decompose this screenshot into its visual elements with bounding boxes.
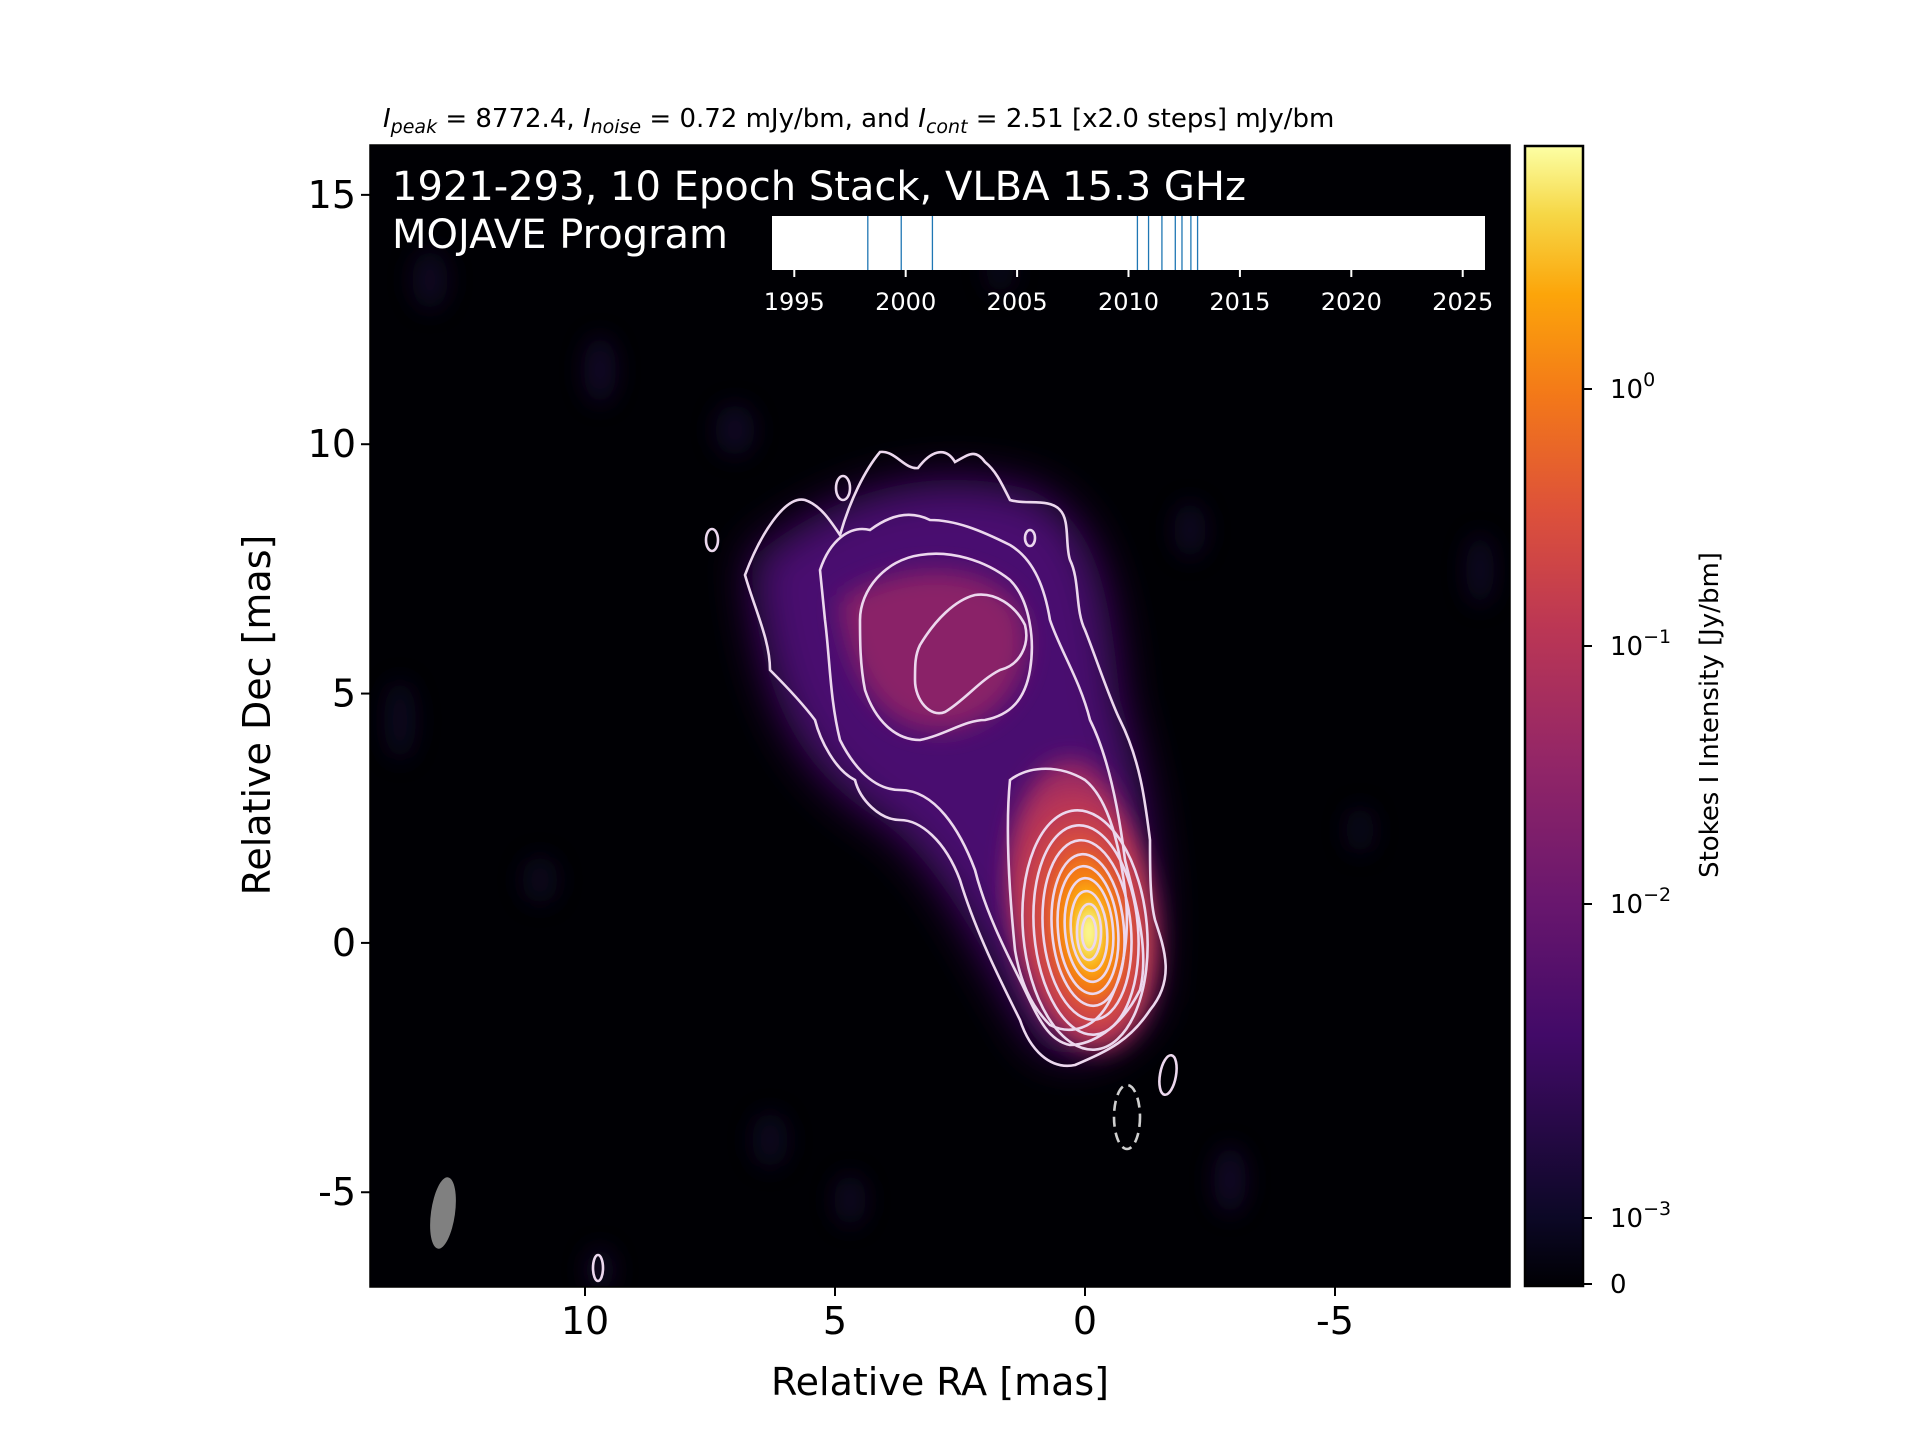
colorbar-tick-label: 10−3 bbox=[1610, 1198, 1671, 1234]
contour-2 bbox=[818, 513, 1145, 1047]
x-axis-ticks: 10 5 0 -5 bbox=[561, 1287, 1354, 1343]
plot-title: 1921-293, 10 Epoch Stack, VLBA 15.3 GHz bbox=[392, 164, 1246, 210]
colorbar-tick-label: 100 bbox=[1610, 369, 1655, 405]
negative-contour bbox=[1112, 1083, 1142, 1151]
y-tick-label: 10 bbox=[308, 422, 356, 466]
colorbar-tick-label: 10−1 bbox=[1610, 626, 1671, 662]
contour-island-3 bbox=[1023, 528, 1037, 548]
contour-7 bbox=[1032, 824, 1140, 1036]
contour-13 bbox=[1075, 902, 1103, 962]
noise-blobs bbox=[384, 246, 1494, 1287]
epoch-tick-label: 1995 bbox=[764, 288, 825, 316]
epoch-tick-label: 2005 bbox=[987, 288, 1048, 316]
contour-island-1 bbox=[704, 527, 720, 553]
x-tick-label: 10 bbox=[561, 1299, 609, 1343]
contour-11 bbox=[1063, 876, 1115, 984]
epoch-timeline: 1995 2000 2005 2010 2015 2020 2025 bbox=[764, 216, 1493, 316]
x-tick-label: 5 bbox=[823, 1299, 847, 1343]
contour-4 bbox=[913, 593, 1028, 715]
colorbar-gradient bbox=[1525, 146, 1583, 1286]
beam-ellipse bbox=[430, 1177, 456, 1249]
y-axis-ticks: 15 10 5 0 -5 bbox=[308, 173, 370, 1214]
y-tick-label: 0 bbox=[332, 921, 356, 965]
epoch-tick-label: 2015 bbox=[1209, 288, 1270, 316]
contour-6 bbox=[1021, 809, 1149, 1051]
contour-10 bbox=[1056, 864, 1120, 996]
chart-subtitle: Ipeak = 8772.4, Inoise = 0.72 mJy/bm, an… bbox=[383, 104, 1334, 138]
plot-frame bbox=[369, 144, 1511, 1288]
contour-island-2 bbox=[834, 474, 852, 502]
colorbar-ticks: 100 10−1 10−2 10−3 0 bbox=[1583, 369, 1671, 1300]
epoch-tick-label: 2000 bbox=[875, 288, 936, 316]
contour-island-5 bbox=[591, 1253, 605, 1283]
contour-1 bbox=[743, 450, 1167, 1068]
x-axis-label: Relative RA [mas] bbox=[771, 1360, 1109, 1404]
contour-island-4 bbox=[1158, 1053, 1178, 1097]
contour-14 bbox=[1080, 914, 1098, 952]
epoch-tick-label: 2025 bbox=[1432, 288, 1493, 316]
epoch-timeline-box bbox=[772, 216, 1485, 270]
contour-8 bbox=[1041, 838, 1133, 1022]
contour-9 bbox=[1050, 852, 1126, 1008]
colorbar: 100 10−1 10−2 10−3 0 Stokes I Intensity [Jy/… bbox=[1523, 144, 1725, 1300]
colorbar-tick-label: 0 bbox=[1610, 1270, 1627, 1300]
y-tick-label: 5 bbox=[332, 672, 356, 716]
y-tick-label: -5 bbox=[318, 1170, 356, 1214]
contour-12 bbox=[1069, 889, 1109, 973]
epoch-tick-label: 2010 bbox=[1098, 288, 1159, 316]
x-tick-label: -5 bbox=[1316, 1299, 1354, 1343]
x-tick-label: 0 bbox=[1073, 1299, 1097, 1343]
contour-5 bbox=[1006, 767, 1129, 1031]
y-tick-label: 15 bbox=[308, 173, 356, 217]
plot-title-line2: MOJAVE Program bbox=[392, 212, 728, 258]
colorbar-tick-label: 10−2 bbox=[1610, 884, 1671, 920]
contour-3 bbox=[858, 552, 1034, 742]
colorbar-frame bbox=[1523, 144, 1585, 1288]
y-axis-label: Relative Dec [mas] bbox=[235, 535, 279, 896]
colorbar-label: Stokes I Intensity [Jy/bm] bbox=[1695, 552, 1725, 878]
epoch-ticks: 1995 2000 2005 2010 2015 2020 2025 bbox=[764, 270, 1493, 316]
intensity-map: 1921-293, 10 Epoch Stack, VLBA 15.3 GHz … bbox=[369, 144, 1511, 1288]
epoch-tick-label: 2020 bbox=[1321, 288, 1382, 316]
contours bbox=[591, 450, 1178, 1283]
epoch-lines bbox=[867, 216, 1199, 270]
